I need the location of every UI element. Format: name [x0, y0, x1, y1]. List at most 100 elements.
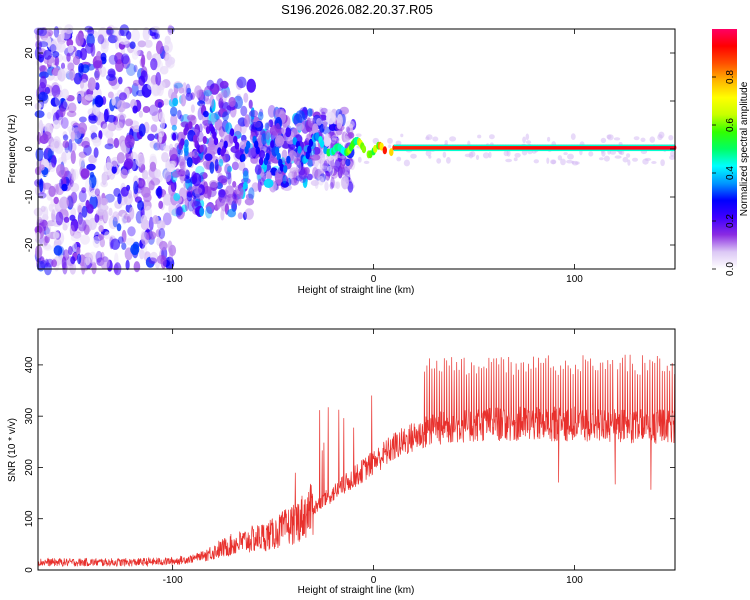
spectrogram-noise-cell	[190, 104, 195, 113]
spectrogram-noise-cell	[65, 70, 76, 80]
spectrogram-noise-cell	[563, 152, 568, 156]
spectrogram-noise-cell	[180, 168, 190, 176]
spectrogram-noise-cell	[62, 140, 70, 149]
spectrogram-noise-cell	[69, 224, 75, 237]
spectrogram-noise-cell	[107, 34, 118, 44]
spectrogram-noise-cell	[387, 137, 393, 144]
spectrogram-noise-cell	[218, 92, 225, 99]
spectrogram-noise-cell	[158, 228, 166, 239]
spectrogram-track-cell	[315, 132, 320, 141]
spectrogram-noise-cell	[66, 194, 75, 208]
spectrogram-noise-cell	[83, 224, 90, 235]
spectrogram-noise-cell	[94, 95, 104, 108]
spectrogram-noise-cell	[37, 27, 47, 37]
spectrogram-noise-cell	[281, 126, 286, 135]
spectrogram-noise-cell	[320, 157, 329, 170]
spectrogram-noise-cell	[339, 155, 346, 159]
spectrogram-noise-cell	[88, 155, 97, 164]
spectrogram-noise-cell	[62, 249, 70, 261]
spectrogram-noise-cell	[210, 112, 216, 124]
spectrogram-noise-cell	[101, 172, 108, 184]
spectrogram-noise-cell	[205, 203, 215, 211]
spectrogram-noise-cell	[105, 26, 114, 36]
spectrogram-noise-cell	[92, 236, 101, 248]
spectrogram-noise-cell	[533, 159, 539, 164]
spectrogram-noise-cell	[70, 168, 75, 180]
colorbar-tick-label: 0.6	[725, 118, 736, 132]
spectrogram-noise-cell	[242, 181, 248, 190]
spectrogram-noise-cell	[116, 99, 127, 113]
spectrogram-noise-cell	[233, 95, 244, 110]
spectrogram-noise-cell	[179, 114, 184, 122]
spectrogram-noise-cell	[257, 111, 264, 121]
spectrogram-noise-cell	[163, 169, 172, 182]
spectrogram-noise-cell	[51, 154, 57, 168]
spectrogram-noise-cell	[263, 178, 274, 188]
spectrogram-track-cell	[274, 146, 280, 155]
spectrogram-noise-cell	[132, 79, 140, 87]
spectrogram-noise-cell	[108, 207, 113, 217]
snr-y-ticks: 0 100 200 300 400	[24, 356, 675, 573]
spectrogram-noise-cell	[81, 187, 87, 194]
spectrogram-noise-cell	[347, 132, 355, 139]
spectrogram-noise-cell	[214, 118, 223, 131]
spectrogram-noise-cell	[173, 82, 183, 89]
spectrogram-noise-cell	[168, 202, 178, 216]
spectrogram-noise-cell	[120, 186, 129, 197]
spectrogram-noise-cell	[60, 88, 69, 100]
spectrogram-noise-cell	[42, 182, 52, 190]
spectrogram-noise-cell	[39, 76, 47, 89]
spectrogram-noise-cell	[112, 211, 120, 222]
spectrogram-noise-cell	[223, 89, 228, 99]
spectrogram-noise-cell	[669, 155, 676, 161]
spectrogram-noise-cell	[260, 177, 265, 186]
spectrogram-noise-cell	[241, 134, 247, 143]
spectrogram-noise-cell	[80, 47, 87, 61]
spectrogram-noise-cell	[141, 169, 149, 180]
spectrogram-noise-cell	[567, 153, 574, 160]
spectrogram-noise-cell	[170, 106, 178, 117]
spectrogram-noise-cell	[66, 38, 74, 48]
spectrogram-noise-cell	[265, 131, 270, 141]
spectrogram-noise-cell	[180, 94, 187, 107]
spectrogram-noise-cell	[119, 92, 127, 101]
spectrogram-noise-cell	[60, 117, 69, 129]
spectrogram-noise-cell	[546, 157, 550, 164]
spectrogram-noise-cell	[184, 146, 189, 157]
spectrogram-track-cell	[180, 138, 185, 147]
spectrogram-noise-cell	[181, 204, 188, 213]
spectrogram-track-cell	[254, 140, 259, 149]
spectrogram-noise-cell	[155, 187, 162, 197]
spectrogram-noise-cell	[88, 174, 97, 189]
spectrogram-noise-cell	[288, 150, 297, 162]
spectrogram-noise-cell	[70, 218, 79, 232]
snr-x-ticks: -100 0 100	[163, 329, 583, 586]
spectrogram-track-cell	[234, 141, 240, 150]
spectrogram-noise-cell	[121, 55, 131, 69]
spectrogram-noise-cell	[62, 100, 70, 109]
spectrogram-noise-cell	[86, 163, 96, 171]
spectrogram-noise-cell	[40, 260, 47, 269]
spectrogram-noise-cell	[321, 111, 326, 120]
spectrogram-noise-cell	[550, 159, 557, 165]
spectrogram-noise-cell	[168, 160, 176, 169]
spectrogram-noise-cell	[70, 150, 76, 164]
spectrogram-signal-track	[172, 121, 677, 174]
spectrogram-noise-cell	[482, 152, 490, 159]
spectrogram-noise-cell	[88, 114, 98, 124]
spectrogram-noise-cell	[79, 157, 86, 170]
snr-panel: -100 0 100 0 100 200 300 400 Height of straigh…	[7, 328, 676, 596]
spectrogram-track-cell	[258, 157, 264, 166]
spectrogram-noise-cell	[632, 157, 638, 162]
spectrogram-noise-cell	[243, 211, 247, 221]
spectrogram-noise-cell	[396, 156, 402, 162]
spectrogram-noise-cell	[274, 135, 285, 147]
spectrogram-noise-cell	[179, 161, 185, 170]
spectrogram-noise-cell	[155, 40, 164, 55]
spectrogram-noise-cell	[574, 161, 580, 165]
spectrogram-track-cell	[270, 140, 275, 149]
spectrogram-noise-cell	[96, 50, 102, 62]
spectrogram-noise-cell	[119, 24, 130, 37]
spectrogram-track-cell	[286, 155, 291, 164]
